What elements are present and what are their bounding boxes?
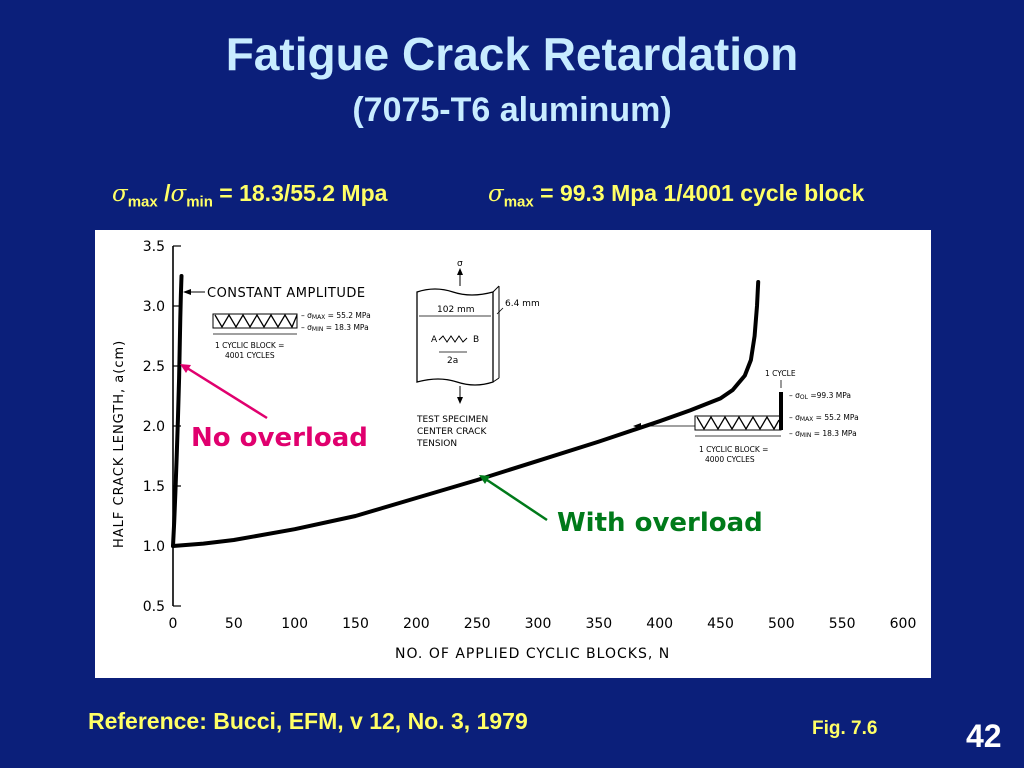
y-tick-label: 2.5 xyxy=(143,359,165,375)
sigma-symbol: σ xyxy=(112,181,128,207)
x-tick-label: 150 xyxy=(342,616,369,632)
x-tick-label: 0 xyxy=(169,616,178,632)
x-tick-label: 500 xyxy=(768,616,795,632)
left-smax-label: – σMAX = 55.2 MPa xyxy=(301,311,371,321)
slide-subtitle: (7075-T6 aluminum) xyxy=(352,91,672,129)
spec-b-label: B xyxy=(473,335,479,345)
test-specimen-sketch: σ 102 mm 6.4 mm A B 2a TEST SPECIMEN CEN… xyxy=(416,259,540,449)
constant-amplitude-label: CONSTANT AMPLITUDE xyxy=(207,286,366,301)
stress-ratio-equation: σmax /σmin = 18.3/55.2 Mpa xyxy=(112,180,387,211)
right-sol-label: – σOL =99.3 MPa xyxy=(789,391,851,401)
waveform-box xyxy=(212,313,298,329)
spec-thickness-label: 6.4 mm xyxy=(505,299,540,309)
x-tick-label: 200 xyxy=(403,616,430,632)
spec-label-2: CENTER CRACK xyxy=(417,427,487,437)
figure-number: Fig. 7.6 xyxy=(812,718,878,739)
x-tick-label: 100 xyxy=(281,616,308,632)
specimen-edge xyxy=(492,377,500,383)
specimen-edge xyxy=(492,285,500,293)
waveform-icon xyxy=(696,415,780,431)
arrowhead-icon xyxy=(479,475,490,484)
overload-inset: 1 CYCLE – σOL =99.3 MPa – σMAX = 55.2 MP… xyxy=(633,369,859,464)
overload-equation: σmax = 99.3 Mpa 1/4001 cycle block xyxy=(488,180,864,211)
equation-value: = 99.3 Mpa 1/4001 cycle block xyxy=(533,180,865,206)
subscript-min: min xyxy=(186,193,213,211)
overload-spike-icon xyxy=(779,392,783,430)
spec-2a-label: 2a xyxy=(447,356,458,366)
thickness-pointer xyxy=(496,307,504,315)
arrowhead-icon xyxy=(183,289,191,295)
left-smin-label: – σMIN = 18.3 MPa xyxy=(301,323,369,333)
y-tick-label: 3.0 xyxy=(143,299,165,315)
no-overload-callout: No overload xyxy=(180,364,368,453)
y-tick-label: 1.0 xyxy=(143,539,165,555)
right-smin-label: – σMIN = 18.3 MPa xyxy=(789,429,857,439)
x-tick-label: 600 xyxy=(890,616,917,632)
arrowhead-icon xyxy=(633,423,641,429)
equation-value: = 18.3/55.2 Mpa xyxy=(212,180,388,206)
spec-sigma-label: σ xyxy=(457,259,463,269)
spec-width-label: 102 mm xyxy=(437,305,475,315)
x-tick-label: 250 xyxy=(464,616,491,632)
x-tick-label: 350 xyxy=(585,616,612,632)
x-tick-label: 450 xyxy=(707,616,734,632)
spec-label-1: TEST SPECIMEN xyxy=(416,415,488,425)
crack-growth-chart: 0.5 1.0 1.5 2.0 2.5 3.0 3.5 0 50 100 150 200 250 300 3… xyxy=(112,239,917,662)
y-axis-label: HALF CRACK LENGTH, a(cm) xyxy=(112,340,127,548)
chart-panel: 0.5 1.0 1.5 2.0 2.5 3.0 3.5 0 50 100 150 200 250 300 3… xyxy=(95,230,931,678)
sigma-symbol: σ xyxy=(170,181,187,207)
x-axis-label: NO. OF APPLIED CYCLIC BLOCKS, N xyxy=(395,646,670,662)
y-tick-label: 1.5 xyxy=(143,479,165,495)
x-tick-label: 400 xyxy=(646,616,673,632)
with-overload-callout: With overload xyxy=(479,475,763,538)
no-overload-curve xyxy=(171,274,184,548)
with-overload-label: With overload xyxy=(557,508,763,538)
subscript-max: max xyxy=(127,193,158,211)
right-smax-label: – σMAX = 55.2 MPa xyxy=(789,413,859,423)
right-one-cycle-label: 1 CYCLE xyxy=(765,369,796,378)
left-block-label-2: 4001 CYCLES xyxy=(225,351,275,360)
right-block-label-2: 4000 CYCLES xyxy=(705,455,755,464)
crack-icon xyxy=(438,335,468,343)
spec-label-3: TENSION xyxy=(416,439,457,449)
y-tick-label: 2.0 xyxy=(143,419,165,435)
slash: / xyxy=(157,180,171,206)
with-overload-arrow-line xyxy=(486,478,548,522)
no-overload-label: No overload xyxy=(191,423,368,453)
y-tick-label: 3.5 xyxy=(143,239,165,255)
right-block-label-1: 1 CYCLIC BLOCK = xyxy=(699,445,768,454)
arrowhead-icon xyxy=(457,397,463,404)
page-number: 42 xyxy=(966,718,1002,754)
sigma-symbol: σ xyxy=(488,181,504,207)
x-tick-label: 50 xyxy=(225,616,243,632)
reference-text: Reference: Bucci, EFM, v 12, No. 3, 1979 xyxy=(88,708,528,734)
y-tick-label: 0.5 xyxy=(143,599,165,615)
x-tick-label: 550 xyxy=(829,616,856,632)
x-tick-label: 300 xyxy=(525,616,552,632)
no-overload-arrow-line xyxy=(186,366,268,420)
subscript-max: max xyxy=(503,193,534,211)
left-block-label-1: 1 CYCLIC BLOCK = xyxy=(215,341,284,350)
with-overload-curve xyxy=(171,280,761,548)
spec-a-label: A xyxy=(431,335,438,345)
arrowhead-icon xyxy=(457,268,463,275)
constant-amplitude-inset: CONSTANT AMPLITUDE – σMAX = 55.2 MPa – σ… xyxy=(183,286,371,360)
waveform-icon xyxy=(214,313,298,329)
slide-title: Fatigue Crack Retardation xyxy=(225,28,799,80)
specimen-outline xyxy=(416,288,494,386)
arrowhead-icon xyxy=(180,364,191,373)
